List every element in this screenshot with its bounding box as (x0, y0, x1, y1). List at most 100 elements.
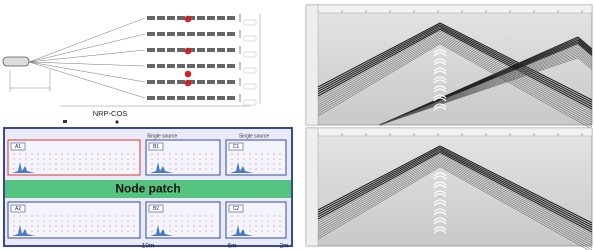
node-dot (232, 216, 233, 217)
node-dot (68, 221, 69, 222)
node-dot (122, 159, 123, 160)
node-dot (98, 221, 99, 222)
node-dot (212, 231, 213, 232)
spacing-box (244, 68, 256, 73)
node-dot (110, 164, 111, 165)
node-dot (92, 159, 93, 160)
node-dot (152, 169, 153, 170)
node-dot (206, 169, 207, 170)
legend-swatch (115, 120, 118, 123)
node-dot (280, 221, 281, 222)
node-dot (232, 169, 233, 170)
acquisition-sketch: NRP-COS (3, 14, 260, 124)
node-dot (128, 221, 129, 222)
node-dot (164, 226, 165, 227)
streamer-section (167, 32, 175, 36)
streamer-section (197, 80, 205, 84)
node-dot (256, 169, 257, 170)
streamer-section (227, 32, 235, 36)
legend-swatch (63, 120, 67, 123)
node-dot (32, 221, 33, 222)
node-dot (200, 159, 201, 160)
streamer-section (207, 80, 215, 84)
node-dot (170, 159, 171, 160)
node-dot (128, 159, 129, 160)
node-dot (68, 231, 69, 232)
node-dot (134, 154, 135, 155)
node-dot (122, 231, 123, 232)
node-dot (14, 164, 15, 165)
node-dot (26, 216, 27, 217)
node-dot (50, 159, 51, 160)
node-dot (98, 159, 99, 160)
streamer-section (157, 96, 165, 100)
node-dot (194, 221, 195, 222)
node-dot (50, 164, 51, 165)
node-dot (232, 231, 233, 232)
node-cell (8, 202, 140, 238)
streamer-section (147, 32, 155, 36)
node-dot (122, 216, 123, 217)
left-axis (306, 128, 318, 246)
node-dot (206, 159, 207, 160)
node-dot (194, 164, 195, 165)
streamer-section (217, 48, 225, 52)
node-dot (50, 221, 51, 222)
streamer-section (187, 64, 195, 68)
node-dot (262, 154, 263, 155)
seismic-section (306, 128, 592, 250)
streamer-section (207, 48, 215, 52)
node-dot (274, 216, 275, 217)
node-dot (134, 169, 135, 170)
streamer-section (157, 64, 165, 68)
node-dot (68, 226, 69, 227)
node-dot (74, 226, 75, 227)
streamer-section (167, 16, 175, 20)
tow-line (29, 62, 145, 66)
node-dot (268, 221, 269, 222)
node-dot (268, 154, 269, 155)
node-dot (62, 164, 63, 165)
left-axis (306, 5, 318, 125)
node-dot (256, 221, 257, 222)
node-dot (56, 216, 57, 217)
node-dot (56, 231, 57, 232)
tow-line (29, 18, 145, 62)
node-dot (232, 164, 233, 165)
node-dot (62, 216, 63, 217)
cell-label: A2 (15, 206, 21, 212)
node-dot (44, 221, 45, 222)
node-dot (98, 231, 99, 232)
node-dot (274, 226, 275, 227)
node-dot (128, 216, 129, 217)
node-dot (98, 154, 99, 155)
node-dot (170, 221, 171, 222)
seismic-panels (306, 5, 592, 250)
spacing-box (244, 84, 256, 89)
node-dot (268, 231, 269, 232)
distance-label: 2m (279, 243, 288, 250)
node-dot (92, 169, 93, 170)
node-dot (122, 169, 123, 170)
streamer-section (197, 96, 205, 100)
node-dot (86, 164, 87, 165)
node-dot (44, 226, 45, 227)
node-dot (56, 154, 57, 155)
streamer-section (197, 64, 205, 68)
node-dot (38, 159, 39, 160)
source-dot (185, 48, 192, 55)
streamer-section (227, 80, 235, 84)
node-dot (262, 231, 263, 232)
node-dot (256, 226, 257, 227)
node-dot (50, 231, 51, 232)
node-dot (206, 164, 207, 165)
streamer-section (167, 64, 175, 68)
node-dot (38, 154, 39, 155)
header-ruler (306, 5, 592, 13)
node-dot (50, 169, 51, 170)
node-dot (134, 226, 135, 227)
node-dot (152, 216, 153, 217)
node-dot (200, 231, 201, 232)
node-dot (212, 226, 213, 227)
node-dot (86, 226, 87, 227)
